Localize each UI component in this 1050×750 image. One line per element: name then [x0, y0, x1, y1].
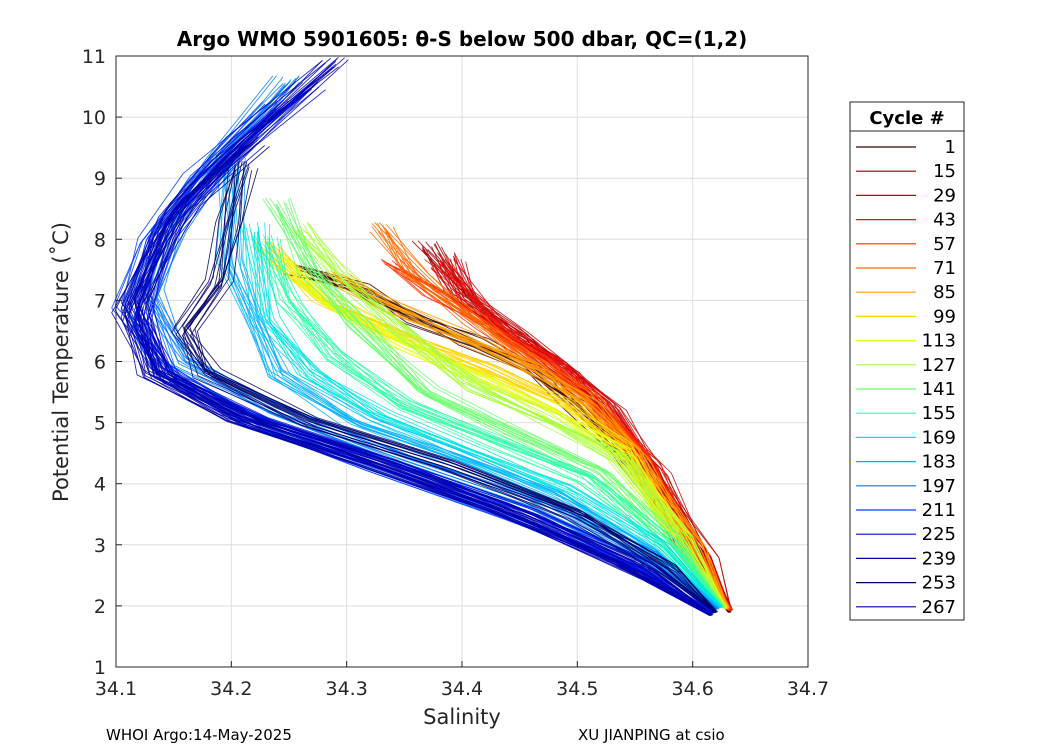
profile-line [276, 206, 723, 608]
profile-line [304, 230, 726, 608]
series-group [111, 56, 734, 617]
profile-line [330, 270, 727, 609]
profile-line [262, 234, 723, 609]
legend-entry-label: 155 [922, 403, 956, 424]
profile-line [137, 66, 714, 616]
legend-entry-label: 253 [922, 573, 956, 594]
profile-line [231, 150, 721, 609]
x-axis-label: Salinity [423, 705, 501, 729]
profile-line [147, 58, 713, 616]
y-tick-label: 9 [94, 168, 106, 190]
y-axis-label: Potential Temperature (˚C) [49, 222, 73, 502]
legend-entry-label: 225 [922, 524, 956, 545]
profile-line [175, 161, 717, 614]
profile-line [124, 137, 711, 616]
y-tick-label: 11 [82, 46, 106, 68]
chart-title: Argo WMO 5901605: θ-S below 500 dbar, QC… [177, 27, 747, 51]
x-tick-label: 34.4 [441, 678, 483, 700]
x-tick-label: 34.3 [326, 678, 368, 700]
profile-line [133, 62, 712, 617]
legend-entry-label: 141 [922, 379, 956, 400]
profile-line [145, 63, 711, 615]
legend-entry-label: 127 [922, 355, 956, 376]
profile-line [186, 168, 718, 612]
profile-line [150, 59, 712, 617]
footer-left: WHOI Argo:14-May-2025 [106, 726, 292, 744]
profile-line [181, 163, 718, 613]
profile-line [279, 239, 723, 608]
legend-entries: 1 15 29 43 57 71 85 99 113 127 141 155 169 183 197 211 2… [856, 137, 956, 618]
profile-line [190, 166, 718, 613]
profile-line [142, 57, 712, 616]
legend-entry-label: 267 [922, 597, 956, 618]
profile-line [289, 197, 724, 608]
legend-entry-label: 15 [933, 161, 956, 182]
profile-line [257, 226, 721, 608]
profile-line [250, 230, 722, 607]
x-tick-label: 34.2 [210, 678, 252, 700]
profile-line [147, 81, 715, 614]
legend-entry-label: 211 [922, 500, 956, 521]
profile-line [262, 259, 723, 609]
profile-line [245, 227, 721, 607]
profile-line [266, 238, 722, 608]
profile-line [171, 160, 716, 614]
profile-line [336, 280, 729, 609]
x-tick-label: 34.5 [556, 678, 598, 700]
profile-line [295, 229, 724, 609]
x-tick-label: 34.1 [95, 678, 137, 700]
legend: Cycle # 1 15 29 43 57 71 85 99 113 127 141 155 169 18… [849, 101, 965, 621]
profile-line [308, 222, 726, 609]
x-tick-label: 34.6 [672, 678, 714, 700]
profile-line [298, 226, 725, 609]
legend-entry-label: 183 [922, 452, 956, 473]
legend-entry-label: 113 [922, 331, 956, 352]
profile-line [263, 243, 723, 607]
legend-entry-label: 239 [922, 548, 956, 569]
legend-entry-label: 71 [933, 258, 956, 279]
tick-labels: 34.1 34.2 34.3 34.4 34.5 34.6 34.7 1 2 3 4 5 6 7 8 9 10 1… [82, 46, 829, 700]
legend-entry-label: 57 [933, 234, 956, 255]
y-tick-label: 6 [94, 352, 106, 374]
legend-entry-label: 29 [933, 185, 956, 206]
profile-line [308, 224, 726, 608]
profile-line [338, 272, 728, 610]
profile-line [256, 231, 723, 607]
legend-entry-label: 169 [922, 427, 956, 448]
profile-line [322, 272, 727, 609]
profile-line [312, 231, 727, 608]
legend-entry-label: 99 [933, 306, 956, 327]
y-tick-label: 4 [94, 474, 106, 496]
legend-entry-label: 1 [945, 137, 956, 158]
y-tick-label: 3 [94, 535, 106, 557]
y-tick-label: 7 [94, 290, 106, 312]
profile-line [348, 273, 730, 608]
y-tick-label: 5 [94, 413, 106, 435]
profile-line [138, 146, 712, 615]
profile-line [270, 249, 729, 608]
profile-line [269, 224, 722, 608]
y-tick-label: 8 [94, 229, 106, 251]
profile-line [196, 161, 717, 613]
x-tick-label: 34.7 [787, 678, 829, 700]
footer-right: XU JIANPING at csio [578, 726, 725, 744]
legend-entry-label: 85 [933, 282, 956, 303]
legend-entry-label: 43 [933, 210, 956, 231]
legend-title: Cycle # [869, 108, 944, 129]
profile-line [276, 207, 723, 608]
profile-line [122, 60, 711, 615]
profile-line [276, 252, 726, 609]
profile-line [138, 102, 716, 612]
legend-entry-label: 197 [922, 476, 956, 497]
profile-line [228, 149, 718, 609]
y-tick-label: 1 [94, 657, 106, 679]
y-tick-label: 2 [94, 596, 106, 618]
y-tick-label: 10 [82, 107, 106, 129]
